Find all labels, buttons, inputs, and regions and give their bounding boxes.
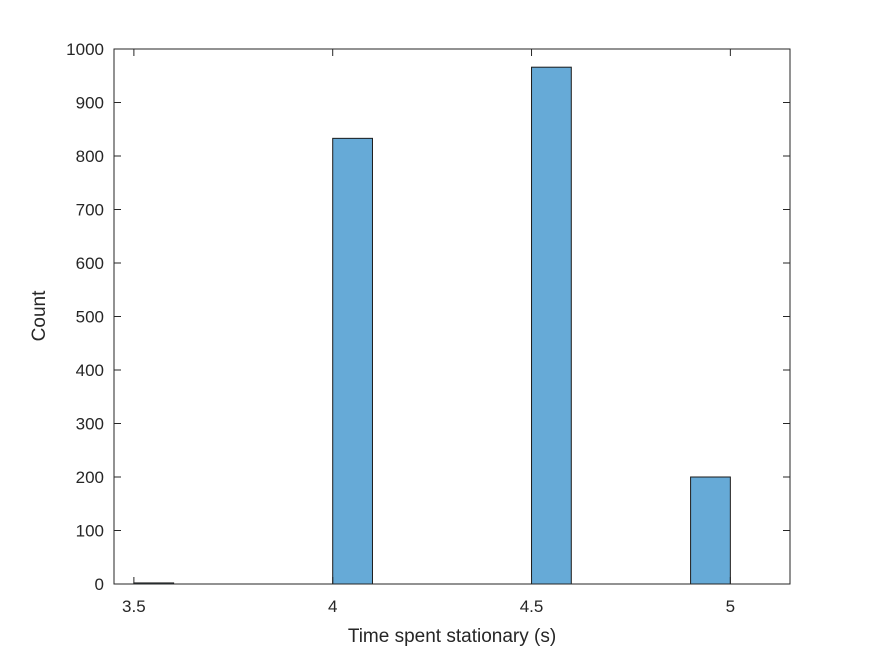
y-tick-label: 0 bbox=[95, 575, 104, 594]
x-tick-label: 3.5 bbox=[122, 597, 146, 616]
x-tick-label: 4 bbox=[328, 597, 337, 616]
x-axis-label: Time spent stationary (s) bbox=[348, 626, 556, 647]
y-tick-label: 300 bbox=[76, 415, 104, 434]
y-tick-label: 600 bbox=[76, 254, 104, 273]
histogram-bars bbox=[133, 66, 731, 585]
histogram-bar bbox=[690, 476, 731, 585]
tick-labels: 3.5 4 4.5 5 0 100 200 300 400 500 600 700 800 900 1000 bbox=[66, 40, 735, 616]
y-tick-label: 900 bbox=[76, 94, 104, 113]
plot-area bbox=[114, 49, 790, 584]
y-tick-label: 700 bbox=[76, 201, 104, 220]
x-tick-label: 4.5 bbox=[520, 597, 544, 616]
histogram-bar bbox=[332, 137, 373, 585]
y-axis-label: Count bbox=[29, 290, 50, 341]
y-tick-label: 800 bbox=[76, 147, 104, 166]
axes-box bbox=[113, 48, 791, 585]
y-tick-label: 200 bbox=[76, 468, 104, 487]
histogram-bar bbox=[531, 66, 572, 585]
x-tick-label: 5 bbox=[726, 597, 735, 616]
y-tick-label: 1000 bbox=[66, 40, 104, 59]
y-tick-label: 400 bbox=[76, 361, 104, 380]
y-tick-label: 500 bbox=[76, 308, 104, 327]
y-tick-label: 100 bbox=[76, 522, 104, 541]
